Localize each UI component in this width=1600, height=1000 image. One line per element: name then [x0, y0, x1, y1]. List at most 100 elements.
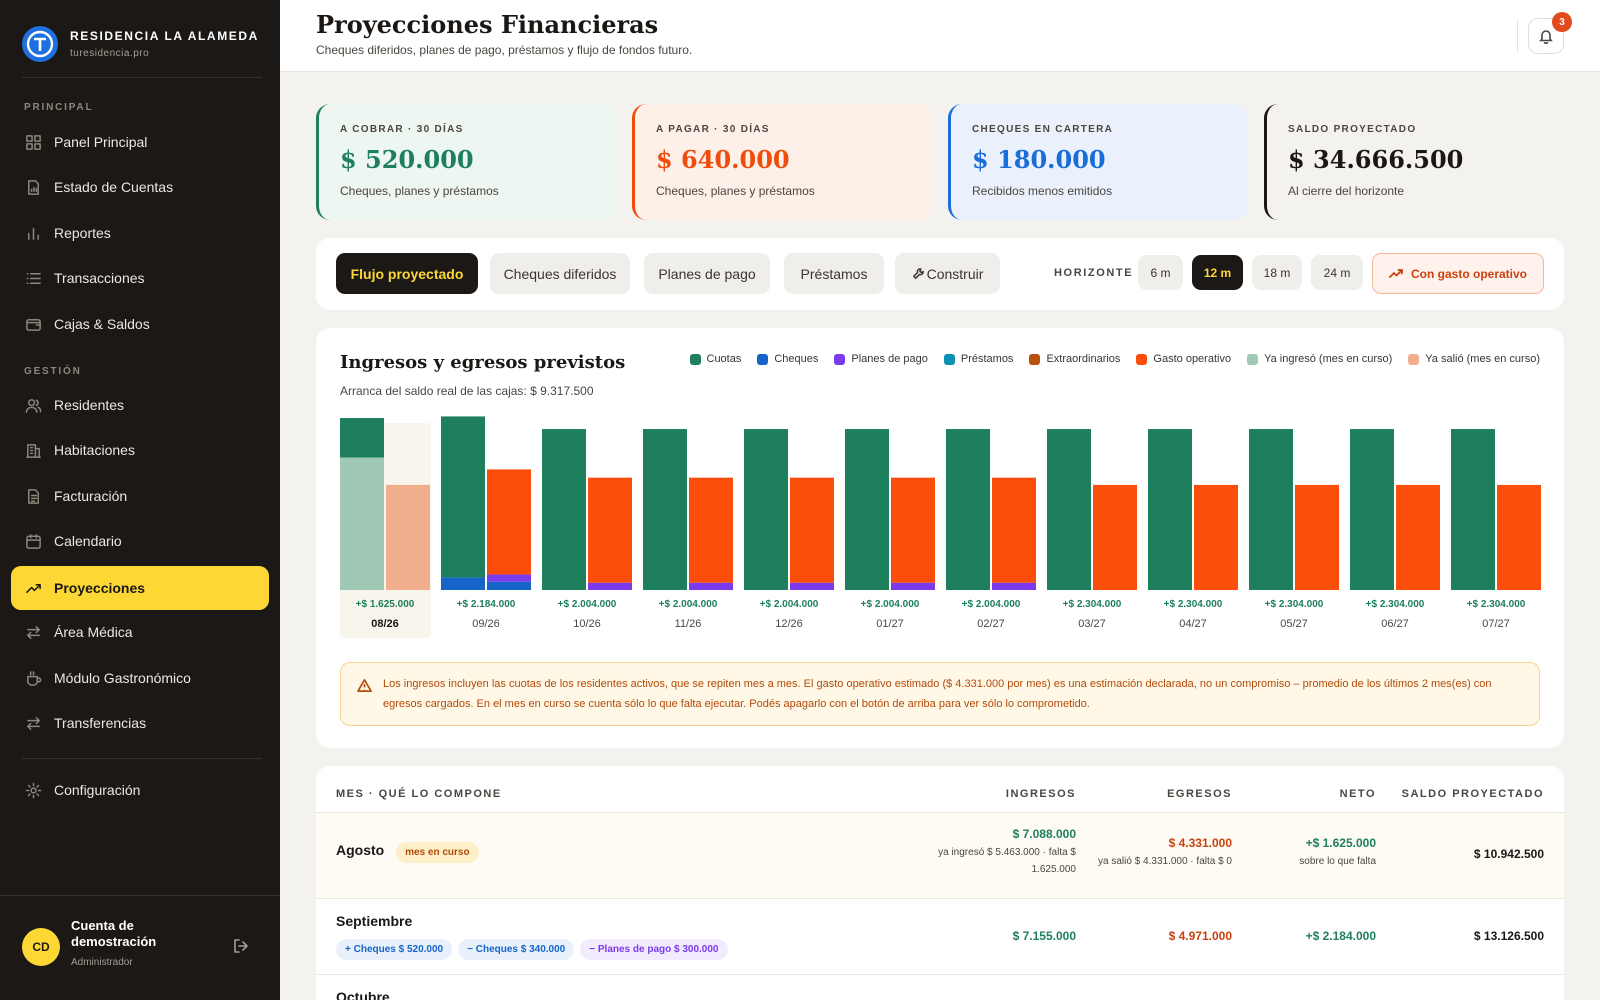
chart-note: Los ingresos incluyen las cuotas de los … [340, 662, 1540, 726]
bar-egresos-planes_de_pago [689, 582, 733, 590]
user-name: Cuenta de demostración [71, 918, 157, 949]
legend-item: Extraordinarios [1029, 353, 1120, 365]
table-row[interactable]: Agosto mes en curso $ 7.088.000 ya ingre… [316, 812, 1564, 898]
table-row[interactable]: Octubre [316, 974, 1564, 1000]
sidebar-divider [22, 77, 262, 78]
sidebar-item-estado-de-cuentas[interactable]: Estado de Cuentas [11, 165, 269, 209]
ingresos-detail: ya ingresó $ 5.463.000 · falta $ 1.625.0… [938, 847, 1076, 875]
bar-egresos-cheques [487, 581, 531, 590]
horizon-18m[interactable]: 18 m [1252, 255, 1302, 290]
column-header-egresos: EGRESOS [1167, 788, 1232, 800]
sidebar-item-label: Cajas & Saldos [54, 316, 150, 332]
composition-pills: + Cheques $ 520.000− Cheques $ 340.000− … [336, 939, 734, 960]
legend-item: Cuotas [689, 353, 742, 365]
bell-icon [1539, 30, 1553, 44]
brand-url: turesidencia.pro [70, 48, 150, 59]
sidebar-item-modulo-gastronomico[interactable]: Módulo Gastronómico [11, 656, 269, 700]
legend-item: Planes de pago [834, 353, 928, 365]
bar-egresos-gasto_operativo [487, 469, 531, 575]
brand[interactable]: RESIDENCIA LA ALAMEDA turesidencia.pro [22, 26, 259, 62]
bar-ingresos-cuotas [340, 418, 384, 458]
legend-swatch [1408, 353, 1420, 365]
sidebar-section-principal: PRINCIPAL [24, 102, 94, 113]
document-chart-icon [28, 179, 39, 195]
invoice-icon [28, 488, 39, 504]
legend-label: Planes de pago [851, 353, 928, 365]
sidebar-item-proyecciones[interactable]: Proyecciones [11, 566, 269, 610]
bar-ingresos-cuotas [1249, 429, 1293, 590]
bar-egresos-gasto_operativo [1194, 484, 1238, 590]
net-label: +$ 2.184.000 [457, 599, 516, 610]
operating-expense-toggle[interactable]: Con gasto operativo [1372, 253, 1544, 294]
sidebar-item-label: Módulo Gastronómico [54, 670, 191, 686]
tab-planes-de-pago[interactable]: Planes de pago [644, 253, 770, 294]
net-label: +$ 2.304.000 [1164, 599, 1223, 610]
table-row[interactable]: Septiembre + Cheques $ 520.000− Cheques … [316, 898, 1564, 974]
horizon-12m[interactable]: 12 m [1192, 255, 1243, 290]
legend-label: Cuotas [706, 353, 742, 365]
legend-swatch [689, 353, 701, 365]
tab-flujo-proyectado[interactable]: Flujo proyectado [336, 253, 478, 294]
chart-note-text: Los ingresos incluyen las cuotas de los … [383, 678, 1492, 710]
bar-ingresos-cuotas [1451, 429, 1495, 590]
kpi-subtitle: Recibidos menos emitidos [972, 184, 1113, 198]
wallet-icon [26, 318, 41, 331]
warning-icon [357, 678, 372, 693]
sidebar-item-label: Estado de Cuentas [54, 179, 174, 195]
legend-item: Ya ingresó (mes en curso) [1247, 353, 1392, 365]
tab-prestamos[interactable]: Préstamos [784, 253, 884, 294]
sidebar-item-calendario[interactable]: Calendario [11, 519, 269, 563]
sidebar-item-configuracion[interactable]: Configuración [11, 768, 269, 812]
sidebar-item-habitaciones[interactable]: Habitaciones [11, 428, 269, 472]
bar-ingresos-cheques [441, 577, 485, 590]
net-label: +$ 2.304.000 [1265, 599, 1324, 610]
horizon-6m[interactable]: 6 m [1138, 255, 1183, 290]
bar-egresos-gasto_operativo [790, 477, 834, 583]
sidebar-item-label: Configuración [54, 782, 141, 798]
x-tick-label: 02/27 [977, 618, 1005, 630]
x-tick-label: 10/26 [573, 618, 601, 630]
horizon-24m[interactable]: 24 m [1311, 255, 1363, 290]
horizon-label: HORIZONTE [1054, 267, 1134, 279]
bar-ingresos-cuotas [744, 429, 788, 590]
arrows-icon [27, 625, 40, 639]
net-label: +$ 2.304.000 [1366, 599, 1425, 610]
net-label: +$ 2.004.000 [659, 599, 718, 610]
bar-egresos-gasto_operativo [1295, 484, 1339, 590]
sidebar-item-transferencias[interactable]: Transferencias [11, 701, 269, 745]
sidebar-item-area-medica[interactable]: Área Médica [11, 610, 269, 654]
notifications-badge: 3 [1552, 12, 1572, 32]
neto-value: +$ 2.184.000 [1305, 929, 1376, 943]
sidebar-item-reportes[interactable]: Reportes [11, 211, 269, 255]
month-name: Agosto [336, 842, 385, 858]
bar-egresos-planes_de_pago [588, 582, 632, 590]
column-header-ingresos: INGRESOS [1005, 788, 1076, 800]
sidebar-item-panel-principal[interactable]: Panel Principal [11, 120, 269, 164]
tab-cheques-diferidos[interactable]: Cheques diferidos [490, 253, 630, 294]
kpi-card-cheques-en-cartera: CHEQUES EN CARTERA $ 180.000 Recibidos m… [948, 104, 1248, 220]
cashflow-chart: +$ 1.625.000 08/26 +$ 2.184.000 09/26 +$ 2.0… [340, 416, 1541, 638]
tab-construir[interactable]: Construir [895, 253, 1000, 294]
x-tick-label: 09/26 [472, 618, 500, 630]
view-toolbar: Flujo proyectado Cheques diferidos Plane… [316, 238, 1564, 310]
bar-egresos-planes_de_pago [891, 582, 935, 590]
user-panel: CD Cuenta de demostración Administrador [0, 895, 280, 1000]
egresos-cell: $ 4.331.000 ya salió $ 4.331.000 · falta… [1072, 836, 1232, 870]
neto-value: +$ 1.625.000 [1305, 836, 1376, 850]
neto-detail: sobre lo que falta [1299, 856, 1376, 867]
net-label: +$ 2.004.000 [962, 599, 1021, 610]
logout-button[interactable] [232, 937, 252, 957]
page-header: Proyecciones Financieras Cheques diferid… [280, 0, 1600, 72]
trend-up-icon [1389, 268, 1403, 278]
trend-up-icon [26, 583, 41, 593]
avatar[interactable]: CD [22, 928, 60, 966]
sidebar-item-residentes[interactable]: Residentes [11, 383, 269, 427]
column-header-neto: NETO [1339, 788, 1376, 800]
sidebar-item-cajas-saldos[interactable]: Cajas & Saldos [11, 302, 269, 346]
kpi-value: $ 520.000 [340, 145, 474, 174]
grid-icon [26, 134, 41, 150]
sidebar-item-facturacion[interactable]: Facturación [11, 474, 269, 518]
sidebar-item-transacciones[interactable]: Transacciones [11, 256, 269, 300]
page-subtitle: Cheques diferidos, planes de pago, prést… [316, 43, 693, 57]
net-label: +$ 2.004.000 [760, 599, 819, 610]
